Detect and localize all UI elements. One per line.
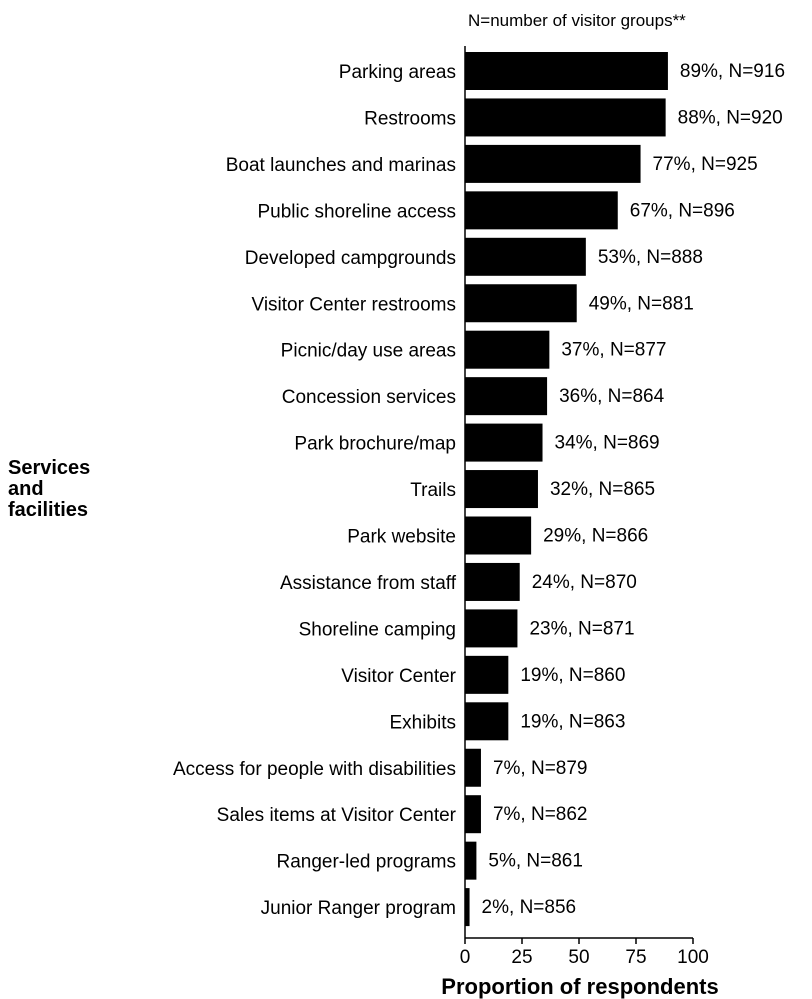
data-label: 36%, N=864 — [559, 386, 665, 407]
x-axis: 0 25 50 75 100 — [460, 46, 709, 968]
x-tick-label: 0 — [460, 947, 471, 968]
data-label: 49%, N=881 — [589, 293, 694, 314]
category-label: Shoreline camping — [299, 619, 456, 640]
data-label: 5%, N=861 — [488, 851, 583, 872]
category-label: Park website — [347, 527, 456, 548]
category-label: Developed campgrounds — [245, 248, 456, 269]
bar — [465, 841, 477, 880]
category-label: Ranger-led programs — [276, 852, 456, 873]
bar — [465, 377, 548, 416]
x-tick-label: 50 — [568, 947, 589, 968]
bar — [465, 144, 641, 183]
data-label: 34%, N=869 — [555, 433, 660, 454]
bars: Parking areas 89%, N=916 Restrooms 88%, N=9… — [173, 52, 785, 927]
category-label: Concession services — [282, 387, 456, 408]
category-label: Public shoreline access — [257, 201, 456, 222]
bar — [465, 562, 520, 601]
data-label: 67%, N=896 — [630, 200, 735, 221]
y-axis-label-line: and — [8, 478, 44, 500]
data-label: 19%, N=860 — [520, 665, 625, 686]
category-label: Park brochure/map — [294, 434, 456, 455]
category-label: Trails — [410, 480, 456, 501]
bar — [465, 516, 532, 555]
bar — [465, 330, 550, 369]
data-label: 37%, N=877 — [561, 340, 666, 361]
x-tick-label: 75 — [625, 947, 646, 968]
x-tick-label: 100 — [677, 947, 709, 968]
data-label: 24%, N=870 — [532, 572, 637, 593]
category-label: Parking areas — [339, 62, 456, 83]
bar — [465, 702, 509, 741]
bar — [465, 284, 577, 323]
bar — [465, 655, 509, 694]
bar — [465, 609, 518, 648]
category-label: Picnic/day use areas — [281, 341, 456, 362]
category-label: Junior Ranger program — [261, 898, 456, 919]
data-label: 53%, N=888 — [598, 247, 703, 268]
data-label: 2%, N=856 — [482, 897, 577, 918]
category-label: Sales items at Visitor Center — [217, 805, 457, 826]
chart-note: N=number of visitor groups** — [468, 11, 686, 30]
bar — [465, 52, 668, 90]
category-label: Visitor Center restrooms — [252, 294, 457, 315]
data-label: 77%, N=925 — [653, 154, 758, 175]
bar — [465, 748, 481, 787]
data-label: 89%, N=916 — [680, 61, 785, 82]
data-label: 32%, N=865 — [550, 479, 655, 500]
bar — [465, 423, 543, 462]
bar — [465, 98, 666, 137]
data-label: 7%, N=862 — [493, 804, 588, 825]
category-label: Restrooms — [364, 108, 456, 129]
category-label: Assistance from staff — [280, 573, 457, 594]
y-axis-label-line: Services — [8, 457, 90, 479]
category-label: Visitor Center — [341, 666, 456, 687]
category-label: Exhibits — [389, 712, 456, 733]
y-axis-label-line: facilities — [8, 499, 88, 521]
data-label: 7%, N=879 — [493, 758, 588, 779]
bar — [465, 888, 470, 927]
x-tick-label: 25 — [511, 947, 532, 968]
data-label: 23%, N=871 — [529, 618, 634, 639]
bar — [465, 237, 586, 276]
data-label: 19%, N=863 — [520, 711, 625, 732]
data-label: 29%, N=866 — [543, 526, 648, 547]
category-label: Boat launches and marinas — [226, 155, 456, 176]
bar — [465, 470, 538, 509]
category-label: Access for people with disabilities — [173, 759, 456, 780]
x-axis-label: Proportion of respondents — [441, 974, 718, 999]
data-label: 88%, N=920 — [678, 107, 783, 128]
bar — [465, 191, 618, 230]
bar — [465, 795, 481, 834]
